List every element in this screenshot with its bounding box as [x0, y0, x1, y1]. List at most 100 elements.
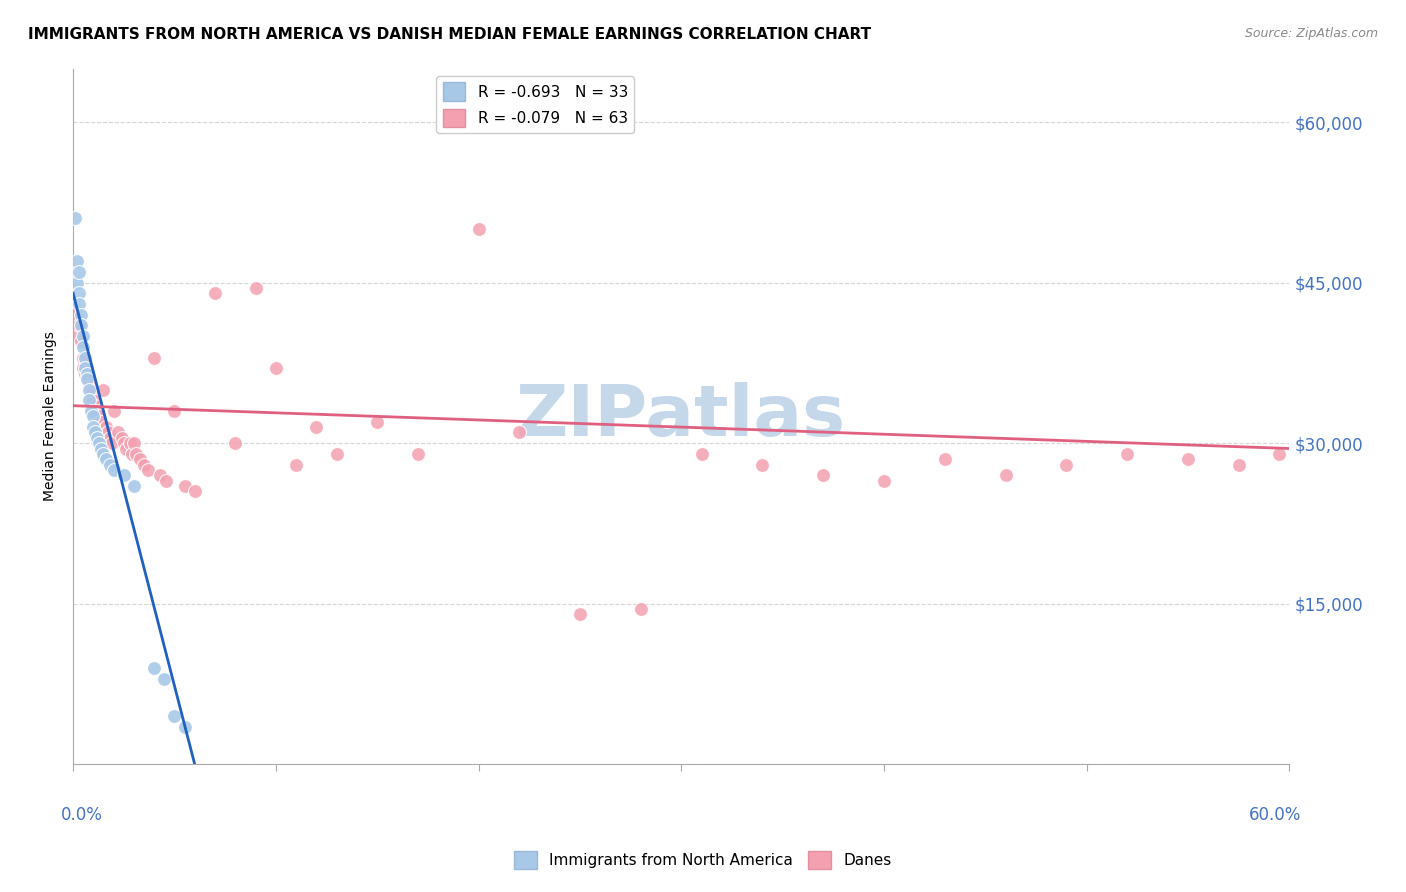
Point	[89, 436, 111, 450]
Point	[112, 436, 135, 450]
Point	[72, 361, 94, 376]
Text: ZIPatlas: ZIPatlas	[516, 382, 846, 450]
Point	[96, 425, 118, 440]
Point	[63, 308, 86, 322]
Point	[121, 447, 143, 461]
Point	[94, 420, 117, 434]
Point	[224, 436, 246, 450]
Point	[67, 265, 90, 279]
Point	[72, 351, 94, 365]
Point	[86, 404, 108, 418]
Point	[751, 458, 773, 472]
Point	[122, 479, 145, 493]
Point	[132, 458, 155, 472]
Point	[79, 383, 101, 397]
Point	[90, 415, 112, 429]
Point	[76, 367, 98, 381]
Point	[690, 447, 713, 461]
Point	[467, 222, 489, 236]
Point	[67, 318, 90, 333]
Point	[72, 329, 94, 343]
Point	[264, 361, 287, 376]
Point	[67, 286, 90, 301]
Point	[630, 602, 652, 616]
Point	[82, 409, 104, 424]
Point	[100, 436, 122, 450]
Point	[1268, 447, 1291, 461]
Point	[93, 383, 115, 397]
Point	[103, 404, 125, 418]
Point	[245, 281, 267, 295]
Point	[136, 463, 159, 477]
Point	[72, 340, 94, 354]
Point	[149, 468, 172, 483]
Point	[98, 431, 121, 445]
Point	[66, 329, 89, 343]
Point	[406, 447, 429, 461]
Point	[1227, 458, 1250, 472]
Point	[811, 468, 834, 483]
Y-axis label: Median Female Earnings: Median Female Earnings	[44, 332, 58, 501]
Point	[93, 447, 115, 461]
Legend: Immigrants from North America, Danes: Immigrants from North America, Danes	[508, 845, 898, 875]
Point	[94, 452, 117, 467]
Point	[112, 468, 135, 483]
Point	[70, 334, 93, 349]
Point	[122, 436, 145, 450]
Point	[75, 361, 97, 376]
Point	[325, 447, 347, 461]
Point	[70, 318, 93, 333]
Point	[153, 672, 176, 686]
Point	[90, 442, 112, 456]
Point	[84, 399, 107, 413]
Point	[508, 425, 530, 440]
Point	[63, 211, 86, 226]
Point	[204, 286, 226, 301]
Point	[568, 607, 591, 622]
Point	[183, 484, 205, 499]
Point	[66, 276, 89, 290]
Point	[305, 420, 328, 434]
Point	[86, 431, 108, 445]
Point	[173, 720, 195, 734]
Point	[80, 383, 103, 397]
Legend: R = -0.693   N = 33, R = -0.079   N = 63: R = -0.693 N = 33, R = -0.079 N = 63	[436, 76, 634, 133]
Point	[70, 308, 93, 322]
Point	[129, 452, 152, 467]
Point	[76, 372, 98, 386]
Point	[173, 479, 195, 493]
Point	[114, 442, 136, 456]
Point	[66, 254, 89, 268]
Point	[1177, 452, 1199, 467]
Point	[1116, 447, 1139, 461]
Point	[107, 425, 129, 440]
Point	[75, 367, 97, 381]
Point	[125, 447, 148, 461]
Point	[82, 420, 104, 434]
Point	[1054, 458, 1077, 472]
Point	[366, 415, 388, 429]
Point	[79, 393, 101, 408]
Point	[75, 351, 97, 365]
Point	[118, 436, 141, 450]
Point	[98, 458, 121, 472]
Point	[143, 661, 166, 675]
Point	[285, 458, 308, 472]
Point	[67, 297, 90, 311]
Point	[82, 393, 104, 408]
Text: IMMIGRANTS FROM NORTH AMERICA VS DANISH MEDIAN FEMALE EARNINGS CORRELATION CHART: IMMIGRANTS FROM NORTH AMERICA VS DANISH …	[28, 27, 872, 42]
Text: Source: ZipAtlas.com: Source: ZipAtlas.com	[1244, 27, 1378, 40]
Point	[84, 425, 107, 440]
Text: 60.0%: 60.0%	[1249, 806, 1302, 824]
Point	[80, 404, 103, 418]
Point	[80, 388, 103, 402]
Point	[155, 474, 177, 488]
Point	[143, 351, 166, 365]
Point	[163, 709, 186, 723]
Point	[163, 404, 186, 418]
Point	[89, 409, 111, 424]
Text: 0.0%: 0.0%	[60, 806, 103, 824]
Point	[994, 468, 1017, 483]
Point	[873, 474, 896, 488]
Point	[103, 463, 125, 477]
